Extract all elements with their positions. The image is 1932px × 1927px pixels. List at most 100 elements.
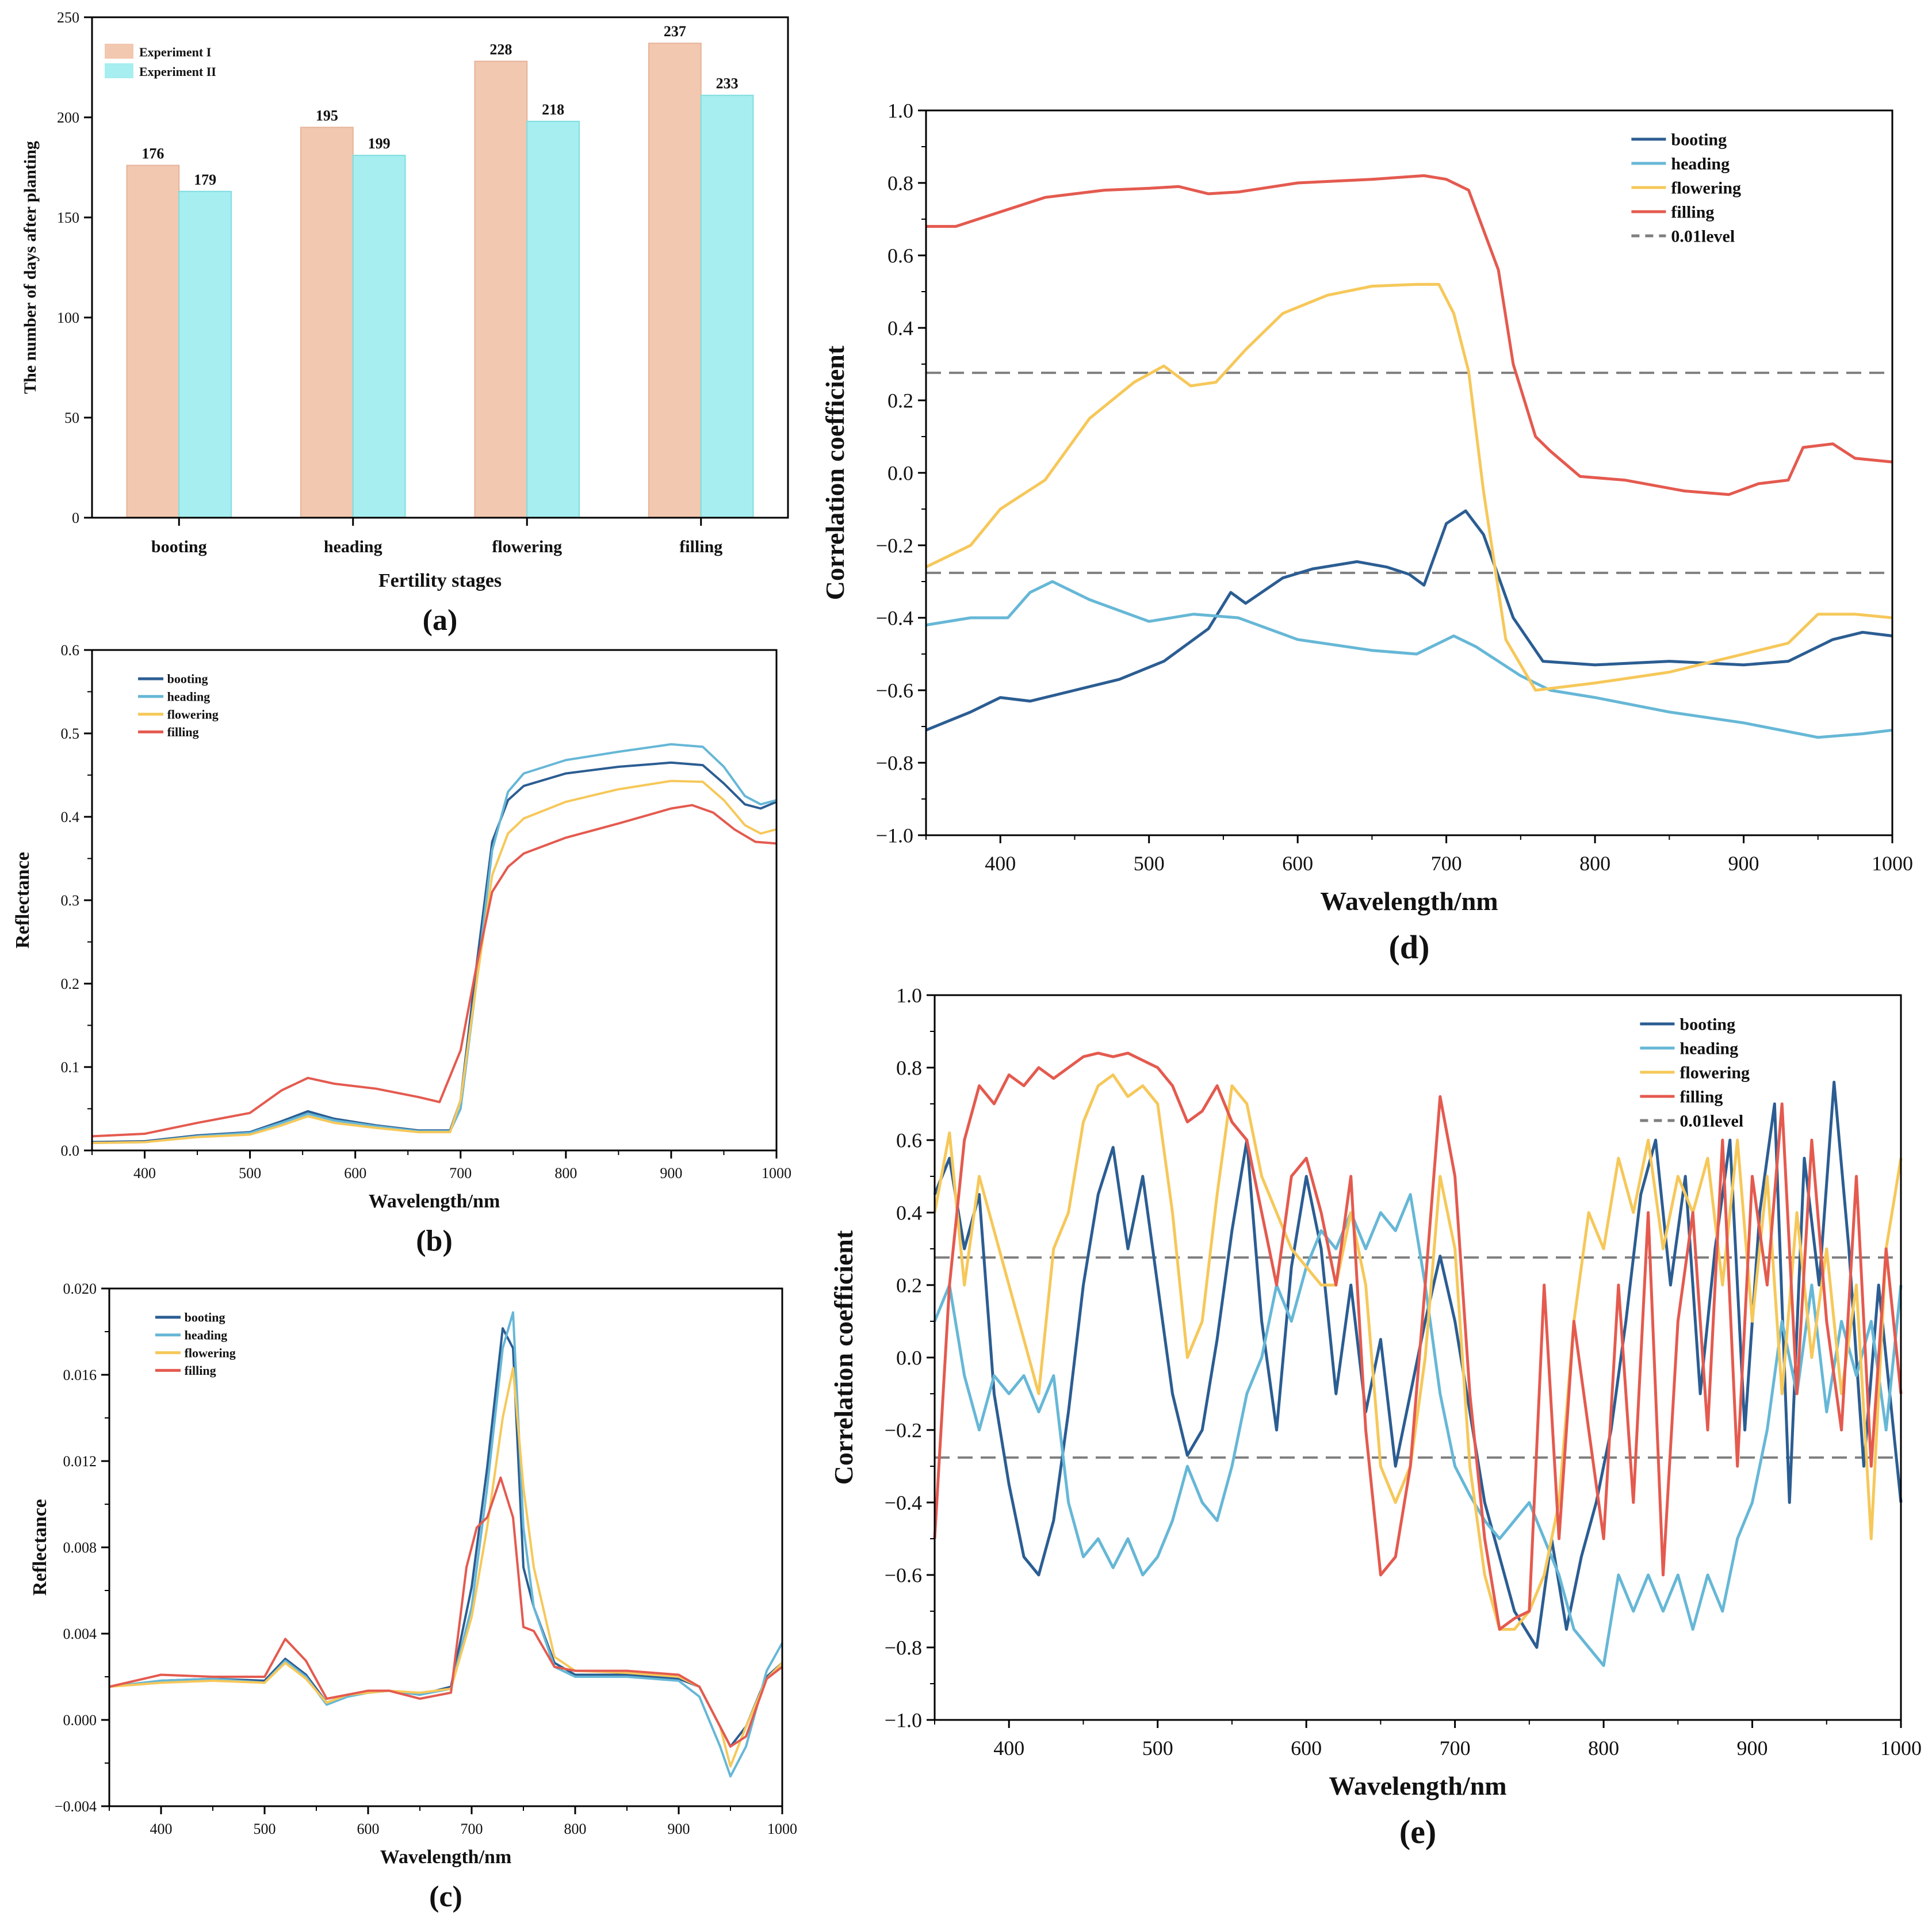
legend-label-heading: heading: [1671, 155, 1730, 174]
series-line-booting: [933, 1080, 1903, 1649]
x-tick-label: 900: [668, 1821, 690, 1837]
y-tick-label: 150: [57, 209, 79, 226]
y-tick-label: 1.0: [896, 984, 922, 1007]
y-tick-label: −0.6: [876, 679, 913, 702]
series-line-flowering: [925, 282, 1893, 692]
series-line-filling: [109, 1476, 783, 1748]
bar-experiment-ii-flowering: [526, 120, 580, 518]
x-axis-label: Wavelength/nm: [1329, 1771, 1506, 1800]
y-tick-label: 0.0: [896, 1347, 922, 1370]
series-line-filling: [926, 174, 1893, 496]
x-tick-label: 400: [133, 1165, 156, 1182]
x-axis-label: Wavelength/nm: [1320, 886, 1498, 916]
bar-experiment-ii-filling: [700, 94, 754, 519]
y-tick-label: 0.5: [61, 725, 80, 742]
bar-value-label: 228: [489, 41, 512, 58]
chart-c-svg: 400 500 600 700 800 900 1000 −0.004 0.000 0.004 0.…: [29, 1280, 797, 1913]
legend-swatch-experiment-ii: [105, 63, 133, 78]
x-tick-label: 800: [564, 1821, 587, 1837]
bar-value-label: 176: [141, 146, 164, 162]
y-tick-label: 0.2: [887, 389, 913, 412]
x-axis-label: Wavelength/nm: [380, 1846, 512, 1868]
legend-label-heading: heading: [185, 1328, 228, 1343]
y-tick-label: 250: [57, 9, 79, 26]
legend-label-booting: booting: [185, 1310, 225, 1325]
x-tick-label: 600: [344, 1165, 366, 1182]
chart-e-svg: 400 500 600 700 800 900 1000 −1.0 −0.8 −0.6 −0.4 −0…: [829, 984, 1922, 1850]
x-tick-label: 900: [1737, 1737, 1768, 1760]
x-tick-label: booting: [151, 537, 207, 556]
y-tick-label: −0.2: [876, 534, 913, 557]
legend-label-flowering: flowering: [1671, 179, 1741, 198]
y-tick-label: −1.0: [885, 1709, 922, 1732]
series-line-booting: [925, 509, 1893, 732]
x-tick-label: 600: [357, 1821, 380, 1837]
legend-label-booting: booting: [1679, 1015, 1735, 1034]
legend-label-flowering: flowering: [167, 707, 219, 721]
panel-a-bar-chart: 176 179 booting 195 199 heading 228 218 flowerin…: [0, 0, 805, 638]
x-tick-label: 900: [1728, 852, 1759, 875]
series-line-flowering: [109, 1367, 783, 1768]
y-axis-label: Reflectance: [29, 1499, 51, 1596]
legend-label-filling: filling: [167, 725, 199, 739]
x-tick-label: heading: [324, 537, 382, 556]
y-tick-label: −0.2: [885, 1419, 922, 1442]
bar-value-label: 179: [194, 171, 216, 188]
panel-label: (b): [416, 1225, 453, 1257]
y-tick-label: 0.6: [896, 1129, 922, 1152]
legend-label-experiment-ii: Experiment II: [139, 64, 216, 79]
panel-label: (c): [429, 1880, 462, 1913]
legend-label-heading: heading: [1679, 1039, 1738, 1058]
bar-experiment-i-booting: [126, 165, 180, 518]
legend-label-booting: booting: [1671, 131, 1727, 150]
y-tick-label: 0: [72, 510, 79, 526]
y-tick-label: 0.016: [63, 1367, 97, 1383]
y-tick-label: −0.004: [55, 1798, 97, 1815]
y-tick-label: 0.004: [63, 1626, 97, 1642]
x-tick-label: 400: [993, 1737, 1024, 1760]
series-line-flowering: [91, 779, 777, 1144]
y-tick-label: 0.3: [61, 892, 80, 909]
y-tick-label: 0.020: [63, 1280, 97, 1297]
x-tick-label: 800: [1579, 852, 1610, 875]
y-tick-label: 0.000: [63, 1712, 97, 1729]
x-tick-label: 1000: [1872, 852, 1913, 875]
bar-experiment-i-heading: [300, 127, 354, 518]
bar-experiment-i-filling: [648, 43, 702, 519]
x-tick-label: 800: [1588, 1737, 1619, 1760]
y-tick-label: 1.0: [887, 100, 913, 123]
chart-a-svg: 176 179 booting 195 199 heading 228 218 flowerin…: [21, 9, 789, 637]
x-tick-label: 1000: [767, 1821, 797, 1837]
bar-value-label: 237: [664, 23, 686, 40]
y-axis-label: Reflectance: [12, 852, 33, 949]
legend-label-heading: heading: [167, 690, 211, 704]
y-tick-label: 0.0: [61, 1142, 80, 1159]
bar-experiment-i-flowering: [474, 60, 528, 518]
x-tick-label: 500: [1134, 852, 1165, 875]
chart-d-svg: 400 500 600 700 800 900 1000 −1.0 −0.8 −0.6 −0.4 −0…: [820, 100, 1913, 966]
series-line-heading: [933, 1193, 1903, 1667]
x-tick-label: 400: [985, 852, 1016, 875]
bar-experiment-ii-booting: [178, 190, 232, 518]
y-tick-label: −0.8: [876, 752, 913, 775]
y-tick-label: 0.1: [61, 1059, 80, 1076]
y-tick-label: 0.2: [896, 1274, 922, 1297]
bar-value-label: 199: [368, 135, 391, 152]
series-line-heading: [109, 1311, 783, 1778]
bar-value-label: 195: [316, 107, 338, 124]
series-line-booting: [91, 761, 777, 1144]
x-tick-label: 900: [660, 1165, 682, 1182]
bar-value-label: 218: [542, 101, 564, 118]
plot-frame: [925, 109, 1893, 836]
x-axis-label: Fertility stages: [378, 570, 502, 591]
panel-label: (d): [1389, 928, 1430, 966]
y-tick-label: −0.6: [885, 1564, 922, 1587]
x-tick-label: 700: [461, 1821, 483, 1837]
x-tick-label: 700: [1440, 1737, 1471, 1760]
y-tick-label: −0.4: [885, 1492, 922, 1515]
y-tick-label: −0.8: [885, 1637, 922, 1660]
series-line-heading: [91, 743, 777, 1144]
panel-e-correlation-chart: 400 500 600 700 800 900 1000 −1.0 −0.8 −0.6 −0.4 −0…: [805, 978, 1932, 1921]
x-tick-label: 1000: [1880, 1737, 1922, 1760]
x-tick-label: 400: [150, 1821, 173, 1837]
